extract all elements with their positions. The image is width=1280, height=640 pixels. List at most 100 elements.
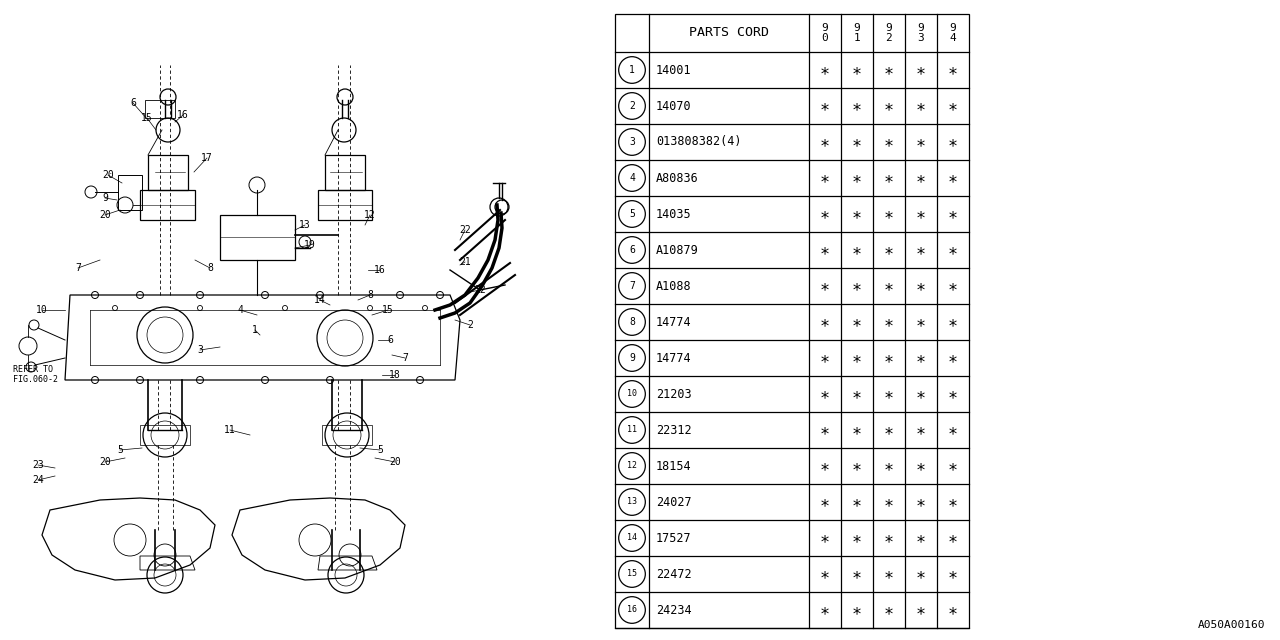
Text: 11: 11 — [224, 425, 236, 435]
Text: ∗: ∗ — [916, 601, 925, 619]
Text: ∗: ∗ — [884, 349, 893, 367]
Text: 20: 20 — [99, 210, 111, 220]
Text: 14: 14 — [314, 295, 326, 305]
Text: ∗: ∗ — [852, 277, 861, 295]
Text: 18: 18 — [389, 370, 401, 380]
Text: 6: 6 — [387, 335, 393, 345]
Text: ∗: ∗ — [884, 313, 893, 331]
Text: ∗: ∗ — [884, 601, 893, 619]
Text: 17527: 17527 — [657, 531, 691, 545]
Text: ∗: ∗ — [948, 349, 957, 367]
Text: ∗: ∗ — [948, 565, 957, 583]
Text: 7: 7 — [628, 281, 635, 291]
Text: 24027: 24027 — [657, 495, 691, 509]
Text: ∗: ∗ — [884, 61, 893, 79]
Text: 22312: 22312 — [657, 424, 691, 436]
Text: 4: 4 — [628, 173, 635, 183]
Text: 1: 1 — [252, 325, 259, 335]
Text: 20: 20 — [389, 457, 401, 467]
Text: 13: 13 — [627, 497, 637, 506]
Text: 3: 3 — [628, 137, 635, 147]
Text: 15: 15 — [627, 570, 637, 579]
Text: ∗: ∗ — [884, 97, 893, 115]
Text: 1: 1 — [628, 65, 635, 75]
Text: 24: 24 — [32, 475, 44, 485]
Text: 22: 22 — [460, 225, 471, 235]
Text: ∗: ∗ — [884, 493, 893, 511]
Text: ∗: ∗ — [852, 385, 861, 403]
Text: 19: 19 — [305, 240, 316, 250]
Text: 6: 6 — [628, 245, 635, 255]
Text: ∗: ∗ — [916, 205, 925, 223]
Text: ∗: ∗ — [884, 457, 893, 475]
Text: A80836: A80836 — [657, 172, 699, 184]
Text: 2: 2 — [467, 320, 472, 330]
Text: ∗: ∗ — [820, 133, 829, 151]
Text: ∗: ∗ — [948, 601, 957, 619]
Text: 14001: 14001 — [657, 63, 691, 77]
Text: 7: 7 — [76, 263, 81, 273]
Text: 9: 9 — [102, 193, 108, 203]
Text: ∗: ∗ — [852, 313, 861, 331]
Text: 15: 15 — [141, 113, 152, 123]
Text: 9: 9 — [628, 353, 635, 363]
Text: A10879: A10879 — [657, 243, 699, 257]
Text: 17: 17 — [201, 153, 212, 163]
Text: 16: 16 — [374, 265, 385, 275]
Text: 10: 10 — [36, 305, 47, 315]
Text: ∗: ∗ — [852, 61, 861, 79]
Text: ∗: ∗ — [916, 133, 925, 151]
Text: ∗: ∗ — [948, 493, 957, 511]
Text: ∗: ∗ — [948, 385, 957, 403]
Text: PARTS CORD: PARTS CORD — [689, 26, 769, 40]
Text: ∗: ∗ — [852, 349, 861, 367]
Text: ∗: ∗ — [916, 565, 925, 583]
Text: ∗: ∗ — [852, 601, 861, 619]
Text: 5: 5 — [378, 445, 383, 455]
Text: 8: 8 — [367, 290, 372, 300]
Text: 4: 4 — [237, 305, 243, 315]
Text: ∗: ∗ — [916, 457, 925, 475]
Text: ∗: ∗ — [820, 349, 829, 367]
Text: 14035: 14035 — [657, 207, 691, 221]
Text: ∗: ∗ — [820, 205, 829, 223]
Text: REFER TO: REFER TO — [13, 365, 52, 374]
Text: ∗: ∗ — [884, 277, 893, 295]
Text: ∗: ∗ — [916, 529, 925, 547]
Text: ∗: ∗ — [852, 493, 861, 511]
Text: ∗: ∗ — [852, 565, 861, 583]
Text: 7: 7 — [402, 353, 408, 363]
Text: ∗: ∗ — [852, 529, 861, 547]
Text: 3: 3 — [197, 345, 204, 355]
Text: 9
4: 9 4 — [950, 23, 956, 43]
Text: ∗: ∗ — [884, 169, 893, 187]
Text: 16: 16 — [627, 605, 637, 614]
Text: ∗: ∗ — [820, 61, 829, 79]
Text: ∗: ∗ — [884, 529, 893, 547]
Text: ∗: ∗ — [820, 169, 829, 187]
Text: 14070: 14070 — [657, 99, 691, 113]
Text: 13: 13 — [300, 220, 311, 230]
Text: 9
3: 9 3 — [918, 23, 924, 43]
Text: ∗: ∗ — [916, 97, 925, 115]
Text: 013808382(4): 013808382(4) — [657, 136, 741, 148]
Text: ∗: ∗ — [820, 385, 829, 403]
Text: 14774: 14774 — [657, 316, 691, 328]
Text: 21203: 21203 — [657, 387, 691, 401]
Text: ∗: ∗ — [820, 241, 829, 259]
Text: ∗: ∗ — [852, 97, 861, 115]
Text: 6: 6 — [131, 98, 136, 108]
Text: 16: 16 — [177, 110, 189, 120]
Text: ∗: ∗ — [852, 169, 861, 187]
Text: ∗: ∗ — [948, 421, 957, 439]
Text: 9
2: 9 2 — [886, 23, 892, 43]
Text: FIG.060-2: FIG.060-2 — [13, 376, 58, 385]
Text: ∗: ∗ — [820, 601, 829, 619]
Text: ∗: ∗ — [948, 277, 957, 295]
Text: ∗: ∗ — [852, 421, 861, 439]
Text: 22: 22 — [474, 285, 486, 295]
Text: 24234: 24234 — [657, 604, 691, 616]
Text: A050A00160: A050A00160 — [1198, 620, 1265, 630]
Text: 22472: 22472 — [657, 568, 691, 580]
Text: 21: 21 — [460, 257, 471, 267]
